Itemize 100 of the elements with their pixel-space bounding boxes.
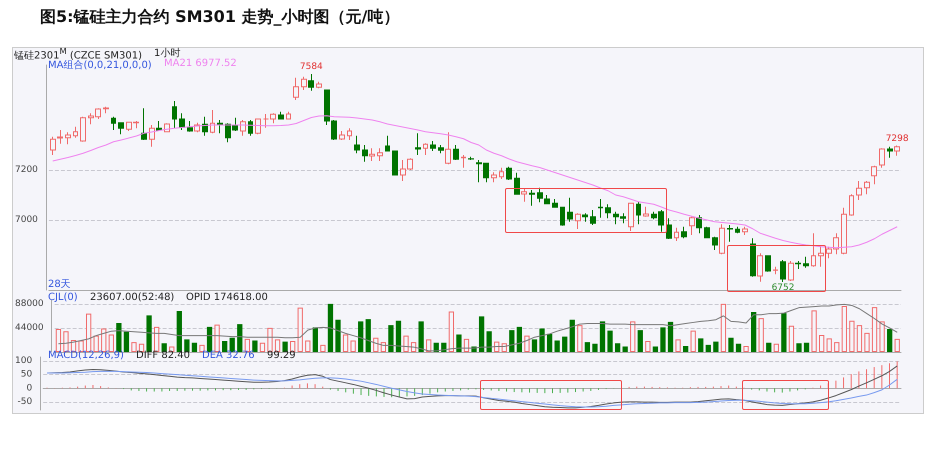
bar <box>358 321 364 352</box>
bar <box>350 340 356 352</box>
candlestick <box>103 106 109 114</box>
bar <box>811 310 817 352</box>
bar <box>237 324 242 352</box>
bar <box>630 321 636 352</box>
candlestick <box>354 135 360 154</box>
bar <box>682 346 688 352</box>
candlestick <box>506 166 512 180</box>
y-tick-label: 88000 <box>14 298 44 309</box>
candlestick <box>141 108 147 140</box>
candlestick <box>445 132 451 165</box>
candlestick <box>864 180 870 195</box>
candlestick <box>308 74 314 92</box>
bar <box>826 338 832 352</box>
text: 锰硅2301$^{M}$ (CZCE SM301) <box>14 46 142 62</box>
bar <box>781 313 787 352</box>
candlestick <box>636 201 641 225</box>
bar <box>554 340 560 352</box>
candlestick <box>735 226 740 234</box>
bar <box>524 336 530 352</box>
candlestick <box>666 218 672 240</box>
y-tick-label: 0 <box>26 383 32 394</box>
candlestick <box>73 126 78 138</box>
y-tick-label: 7200 <box>15 165 38 175</box>
bar <box>214 324 220 352</box>
bar <box>305 340 310 352</box>
annotation: MA21 6977.52 <box>164 58 237 69</box>
candlestick <box>704 226 710 239</box>
bar <box>418 321 424 352</box>
candlestick <box>339 130 345 140</box>
candlestick <box>80 116 86 142</box>
bar <box>728 338 734 352</box>
candlestick <box>765 255 771 272</box>
annotation: OPID 174618.00 <box>186 292 268 303</box>
candlestick <box>818 244 824 268</box>
candlestick <box>727 224 733 242</box>
bar <box>562 336 568 352</box>
bar <box>894 338 900 352</box>
candlestick <box>887 146 893 158</box>
candlestick <box>582 212 588 222</box>
annotation: MACD(12,26,9) <box>48 350 124 361</box>
bar <box>478 316 484 352</box>
bar <box>788 326 794 352</box>
candlestick <box>57 130 63 144</box>
bar <box>660 327 666 352</box>
candlestick <box>248 120 253 136</box>
candlestick <box>590 210 596 226</box>
annotation: 99.29 <box>267 350 296 361</box>
bar <box>842 306 847 352</box>
bar <box>146 315 152 352</box>
y-tick-label: 44000 <box>14 322 44 333</box>
bar <box>388 325 394 352</box>
candlestick <box>347 128 352 140</box>
bar <box>116 322 122 352</box>
candlestick <box>757 252 763 282</box>
bar <box>335 320 341 352</box>
bar <box>162 343 167 352</box>
candlestick <box>362 144 368 162</box>
bar <box>584 342 590 352</box>
annotation: 7298 <box>886 134 909 144</box>
candlestick <box>187 120 193 132</box>
bar <box>592 344 598 352</box>
annotation: MA组合(0,0,21,0,0,0) <box>48 60 152 72</box>
candlestick <box>788 260 794 282</box>
bar <box>373 338 378 352</box>
bar <box>652 346 658 352</box>
y-tick-label: 100 <box>14 356 32 366</box>
bar <box>366 319 371 352</box>
candlestick <box>415 132 421 156</box>
y-tick-label: -50 <box>17 396 32 407</box>
bar <box>290 341 296 352</box>
bar <box>706 344 711 352</box>
candlestick <box>240 120 246 136</box>
bar <box>328 304 334 352</box>
bar <box>298 308 303 352</box>
candlestick <box>293 77 299 100</box>
bar <box>86 314 92 352</box>
candlestick <box>286 111 291 120</box>
candlestick <box>689 216 695 236</box>
bar <box>192 342 198 352</box>
candlestick <box>50 136 56 156</box>
bar <box>690 330 696 352</box>
bar <box>546 334 552 352</box>
candlestick <box>423 142 428 156</box>
candlestick <box>514 172 520 195</box>
bar <box>403 336 409 352</box>
candlestick <box>278 111 284 120</box>
bar <box>736 344 742 352</box>
candlestick <box>856 180 862 200</box>
bar <box>864 332 870 352</box>
bar <box>638 330 643 352</box>
bar <box>124 332 130 352</box>
candlestick <box>719 224 725 255</box>
bar <box>222 341 228 352</box>
bar <box>282 342 288 352</box>
candlestick <box>871 165 877 185</box>
candlestick <box>803 256 809 268</box>
bar <box>774 344 779 352</box>
text: 1小时 <box>154 46 180 59</box>
